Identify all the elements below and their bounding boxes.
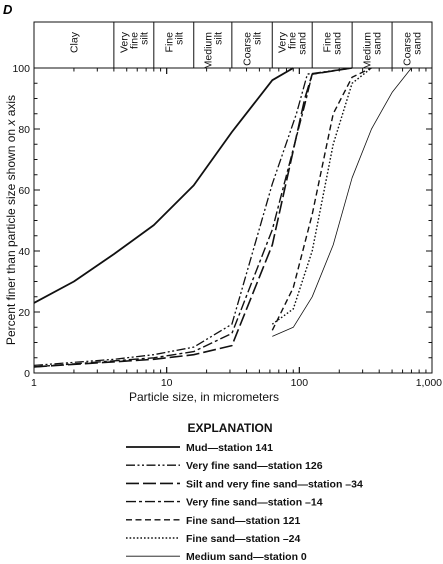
size-class-label-line: sand [372, 32, 384, 55]
x-tick-label: 1 [31, 377, 37, 389]
series-lines [33, 67, 412, 368]
x-tick-label: 1,000 [416, 377, 442, 389]
size-class-label-line: Very [277, 31, 289, 53]
size-class-label: Finesilt [163, 32, 185, 53]
y-axis-label: Percent finer than particle size shown o… [4, 95, 18, 345]
size-class-label: Finesand [322, 32, 344, 55]
legend: Mud—station 141 Very fine sand—station 12… [126, 442, 363, 563]
size-class-label-line: Medium [362, 32, 374, 70]
y-tick-label: 80 [18, 124, 30, 136]
y-tick-label: 100 [12, 63, 30, 75]
size-class-label-line: sand [297, 32, 309, 55]
size-class-label-line: silt [212, 32, 224, 45]
size-class-label-line: Fine [322, 32, 334, 53]
legend-label: Medium sand—station 0 [186, 551, 307, 563]
x-axis-label: Particle size, in micrometers [129, 390, 279, 404]
size-class-label-line: silt [173, 32, 185, 45]
size-class-label-line: Fine [163, 32, 175, 53]
size-class-label: Veryfinesand [277, 31, 309, 55]
y-tick-label: 60 [18, 185, 30, 197]
series-line-1 [33, 67, 294, 304]
legend-label: Mud—station 141 [186, 442, 273, 454]
panel-label: D [3, 2, 13, 17]
axis-ticks: 1 10 100 1,000 0 20 40 60 80 100 [12, 63, 442, 389]
legend-label: Very fine sand—station 126 [186, 460, 323, 472]
size-class-label-line: Very [118, 31, 130, 53]
size-class-label-line: Medium [202, 32, 214, 70]
size-class-label: Mediumsilt [202, 32, 224, 70]
size-class-band: Clay Veryfinesilt Finesilt Mediumsilt Coarse… [68, 22, 424, 70]
legend-label: Silt and very fine sand—station –34 [186, 478, 363, 490]
size-class-label: Veryfinesilt [118, 31, 150, 53]
size-class-label: Clay [68, 31, 80, 53]
size-class-label-line: sand [412, 32, 424, 55]
legend-label: Very fine sand—station –14 [186, 497, 323, 509]
plot-frame [33, 67, 433, 374]
size-class-label: Coarsesilt [242, 32, 264, 66]
legend-title: EXPLANATION [187, 421, 272, 435]
size-class-label-line: silt [252, 32, 264, 45]
series-line-3 [33, 67, 353, 368]
legend-label: Fine sand—station 121 [186, 515, 301, 527]
series-line-7 [272, 67, 412, 337]
size-class-label-line: fine [287, 32, 299, 49]
legend-label: Fine sand—station –24 [186, 533, 301, 545]
series-line-6 [271, 67, 372, 325]
size-class-label-line: Coarse [402, 32, 414, 66]
y-tick-label: 0 [24, 368, 30, 380]
y-tick-label: 40 [18, 246, 30, 258]
size-class-label: Coarsesand [402, 32, 424, 66]
series-line-4 [33, 67, 353, 368]
x-tick-label: 10 [161, 377, 173, 389]
size-class-label-line: sand [332, 32, 344, 55]
x-tick-label: 100 [291, 377, 309, 389]
size-class-label: Mediumsand [362, 32, 384, 70]
series-line-5 [271, 67, 372, 331]
series-line-2 [33, 67, 353, 367]
size-class-label-line: silt [138, 32, 150, 45]
size-class-label-line: fine [128, 32, 140, 49]
size-class-label-line: Clay [68, 31, 80, 53]
size-class-label-line: Coarse [242, 32, 254, 66]
y-tick-label: 20 [18, 307, 30, 319]
